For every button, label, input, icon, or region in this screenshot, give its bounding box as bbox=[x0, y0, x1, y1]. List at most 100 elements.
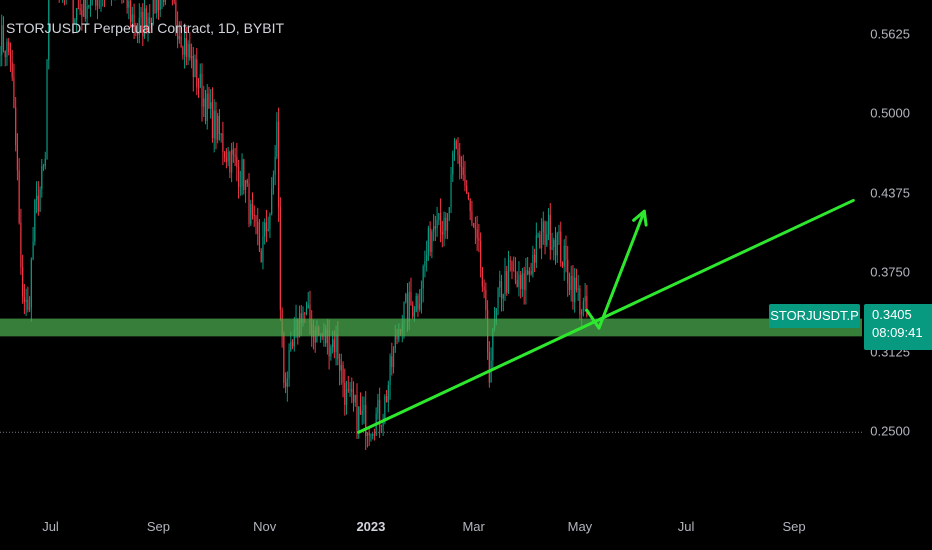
candle-body bbox=[414, 312, 415, 317]
candle-body bbox=[3, 25, 4, 51]
symbol-badge: STORJUSDT.P bbox=[769, 304, 860, 328]
candle-body bbox=[27, 300, 28, 310]
candle-body bbox=[198, 87, 199, 88]
candle-body bbox=[551, 247, 552, 250]
candle-body bbox=[477, 229, 478, 238]
candle-body bbox=[550, 215, 551, 250]
candle-body bbox=[224, 152, 225, 157]
candle-body bbox=[576, 278, 577, 290]
candle-body bbox=[428, 228, 429, 255]
candle-body bbox=[127, 0, 128, 8]
candle-body bbox=[430, 228, 431, 252]
candle-body bbox=[212, 102, 213, 138]
candle-body bbox=[468, 194, 469, 199]
candle-body bbox=[31, 259, 32, 307]
candle-body bbox=[38, 196, 39, 212]
candle-body bbox=[273, 175, 274, 189]
candle-body bbox=[531, 271, 532, 274]
candle-body bbox=[221, 134, 222, 135]
candle-body bbox=[85, 0, 86, 19]
candle-body bbox=[583, 301, 584, 311]
candle-body bbox=[370, 435, 371, 436]
candle-body bbox=[578, 288, 579, 290]
candle-body bbox=[484, 287, 485, 291]
candle-body bbox=[12, 62, 13, 77]
candle-body bbox=[10, 52, 11, 62]
candle-countdown: 08:09:41 bbox=[864, 322, 932, 340]
candle-body bbox=[440, 213, 441, 232]
candle-body bbox=[365, 405, 366, 436]
candle-body bbox=[160, 0, 161, 10]
candle-body bbox=[83, 0, 84, 17]
candle-body bbox=[208, 94, 209, 109]
candle-body bbox=[344, 383, 345, 405]
candle-body bbox=[228, 152, 229, 162]
support-zone bbox=[0, 319, 862, 337]
price-tick-label: 0.3750 bbox=[870, 265, 910, 280]
candle-body bbox=[288, 350, 289, 378]
candle-body bbox=[503, 294, 504, 298]
candle-body bbox=[466, 186, 467, 194]
candle-body bbox=[207, 94, 208, 121]
candle-body bbox=[421, 288, 422, 304]
candle-body bbox=[266, 223, 267, 232]
candle-body bbox=[349, 389, 350, 390]
candle-body bbox=[226, 158, 227, 162]
candle-body bbox=[417, 296, 418, 309]
time-tick-label: May bbox=[568, 519, 593, 534]
candle-body bbox=[222, 134, 223, 153]
candle-body bbox=[283, 334, 284, 383]
candle-body bbox=[450, 174, 451, 207]
candle-body bbox=[6, 42, 7, 57]
candle-body bbox=[438, 213, 439, 220]
candle-body bbox=[231, 150, 232, 173]
candle-body bbox=[457, 149, 458, 155]
candle-body bbox=[381, 425, 382, 426]
candle-body bbox=[24, 297, 25, 302]
candle-body bbox=[41, 166, 42, 189]
candle-body bbox=[78, 8, 79, 9]
candle-body bbox=[548, 215, 549, 235]
candle-body bbox=[196, 59, 197, 87]
candle-body bbox=[43, 166, 44, 167]
candle-body bbox=[5, 51, 6, 57]
candle-body bbox=[245, 180, 246, 190]
candle-body bbox=[497, 288, 498, 308]
candle-body bbox=[163, 0, 164, 2]
candle-body bbox=[20, 223, 21, 267]
candle-body bbox=[140, 12, 141, 18]
candle-body bbox=[334, 339, 335, 352]
candle-body bbox=[485, 290, 486, 310]
candle-body bbox=[471, 211, 472, 223]
candle-body bbox=[585, 296, 586, 301]
time-tick-label: Jul bbox=[678, 519, 695, 534]
candle-body bbox=[95, 0, 96, 6]
candle-body bbox=[567, 260, 568, 284]
candle-body bbox=[513, 271, 514, 272]
candle-body bbox=[214, 111, 215, 138]
candle-body bbox=[308, 305, 309, 309]
candle-body bbox=[1, 25, 2, 55]
candle-body bbox=[0, 55, 1, 56]
candle-body bbox=[243, 159, 244, 190]
candle-body bbox=[261, 251, 262, 262]
candle-body bbox=[182, 47, 183, 55]
price-tick-label: 0.5625 bbox=[870, 27, 910, 42]
candle-body bbox=[501, 281, 502, 298]
candle-body bbox=[200, 74, 201, 87]
price-tick-label: 0.2500 bbox=[870, 424, 910, 439]
candle-body bbox=[257, 222, 258, 234]
candle-body bbox=[306, 308, 307, 313]
candle-body bbox=[454, 141, 455, 153]
candle-body bbox=[205, 99, 206, 121]
candle-body bbox=[275, 157, 276, 175]
price-tick-label: 0.4375 bbox=[870, 185, 910, 200]
candle-body bbox=[424, 261, 425, 266]
last-price-badge: 0.3405 08:09:41 bbox=[864, 304, 932, 350]
candle-body bbox=[572, 276, 573, 302]
candle-body bbox=[524, 273, 525, 290]
candle-body bbox=[562, 263, 563, 267]
candle-body bbox=[529, 271, 530, 274]
candle-body bbox=[508, 261, 509, 293]
candle-body bbox=[571, 276, 572, 290]
